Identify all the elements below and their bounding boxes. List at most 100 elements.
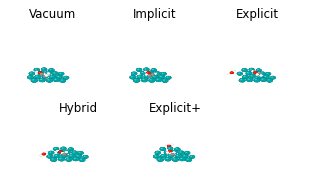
Circle shape — [166, 152, 168, 153]
Circle shape — [47, 72, 49, 73]
Circle shape — [187, 159, 189, 160]
Circle shape — [258, 72, 259, 73]
Circle shape — [161, 72, 167, 76]
Circle shape — [158, 158, 161, 160]
Circle shape — [42, 153, 44, 154]
Circle shape — [41, 68, 47, 71]
Circle shape — [59, 158, 62, 160]
Circle shape — [61, 152, 64, 154]
Circle shape — [60, 79, 66, 83]
Circle shape — [249, 68, 255, 72]
Circle shape — [239, 78, 246, 82]
Circle shape — [254, 71, 256, 73]
Circle shape — [49, 69, 53, 71]
Circle shape — [141, 72, 145, 74]
Circle shape — [151, 74, 154, 76]
Circle shape — [73, 151, 76, 153]
Circle shape — [56, 150, 59, 152]
Circle shape — [268, 79, 271, 81]
Circle shape — [258, 76, 260, 77]
Circle shape — [166, 152, 169, 153]
Circle shape — [42, 153, 45, 155]
Circle shape — [43, 75, 46, 77]
Circle shape — [61, 153, 63, 154]
Circle shape — [242, 68, 247, 72]
Circle shape — [151, 74, 154, 75]
Circle shape — [173, 151, 175, 152]
Circle shape — [260, 72, 264, 75]
Circle shape — [260, 78, 267, 82]
Circle shape — [179, 152, 181, 153]
Circle shape — [260, 75, 261, 76]
Circle shape — [145, 74, 147, 75]
Circle shape — [154, 73, 156, 74]
Circle shape — [78, 152, 82, 154]
Circle shape — [246, 71, 252, 75]
Circle shape — [166, 149, 168, 151]
Circle shape — [59, 151, 61, 152]
Circle shape — [65, 150, 71, 154]
Circle shape — [154, 73, 157, 75]
Circle shape — [256, 69, 262, 72]
Circle shape — [72, 157, 79, 161]
Circle shape — [167, 147, 173, 150]
Circle shape — [62, 147, 64, 149]
Circle shape — [39, 72, 41, 73]
Circle shape — [63, 153, 65, 155]
Circle shape — [271, 76, 274, 79]
Circle shape — [52, 72, 58, 75]
Circle shape — [39, 72, 42, 74]
Circle shape — [46, 152, 47, 153]
Circle shape — [145, 74, 147, 75]
Circle shape — [148, 75, 150, 76]
Circle shape — [69, 155, 73, 156]
Circle shape — [72, 151, 78, 154]
Circle shape — [65, 157, 72, 162]
Text: Vacuum: Vacuum — [29, 8, 77, 21]
Circle shape — [172, 150, 177, 153]
Circle shape — [54, 147, 58, 150]
Circle shape — [165, 157, 171, 161]
Circle shape — [144, 71, 146, 72]
Circle shape — [264, 76, 267, 77]
Circle shape — [238, 73, 240, 74]
Circle shape — [261, 78, 266, 81]
Circle shape — [261, 78, 265, 81]
Circle shape — [270, 76, 276, 79]
Circle shape — [270, 76, 276, 79]
Circle shape — [38, 71, 43, 74]
Circle shape — [148, 78, 155, 83]
Circle shape — [78, 151, 84, 155]
Circle shape — [63, 153, 66, 155]
Circle shape — [163, 80, 165, 81]
Circle shape — [156, 152, 158, 153]
Circle shape — [58, 151, 63, 153]
Circle shape — [61, 153, 68, 158]
Circle shape — [66, 158, 71, 161]
Circle shape — [83, 156, 86, 157]
Circle shape — [257, 75, 262, 78]
Circle shape — [154, 73, 157, 75]
Circle shape — [185, 152, 188, 154]
Circle shape — [47, 73, 50, 75]
Circle shape — [59, 157, 63, 160]
Text: Hybrid: Hybrid — [59, 102, 98, 115]
Circle shape — [162, 155, 164, 156]
Circle shape — [171, 144, 172, 145]
Circle shape — [132, 72, 134, 74]
Circle shape — [72, 151, 77, 154]
Circle shape — [259, 74, 263, 77]
Circle shape — [155, 78, 162, 82]
Circle shape — [39, 72, 41, 73]
Circle shape — [154, 73, 156, 74]
Circle shape — [169, 154, 171, 156]
Circle shape — [72, 151, 77, 154]
Circle shape — [256, 74, 258, 75]
Circle shape — [148, 78, 155, 82]
Circle shape — [59, 151, 60, 152]
Circle shape — [47, 79, 51, 82]
Circle shape — [266, 73, 270, 75]
Circle shape — [49, 152, 51, 153]
Circle shape — [253, 71, 259, 75]
Circle shape — [65, 151, 68, 153]
